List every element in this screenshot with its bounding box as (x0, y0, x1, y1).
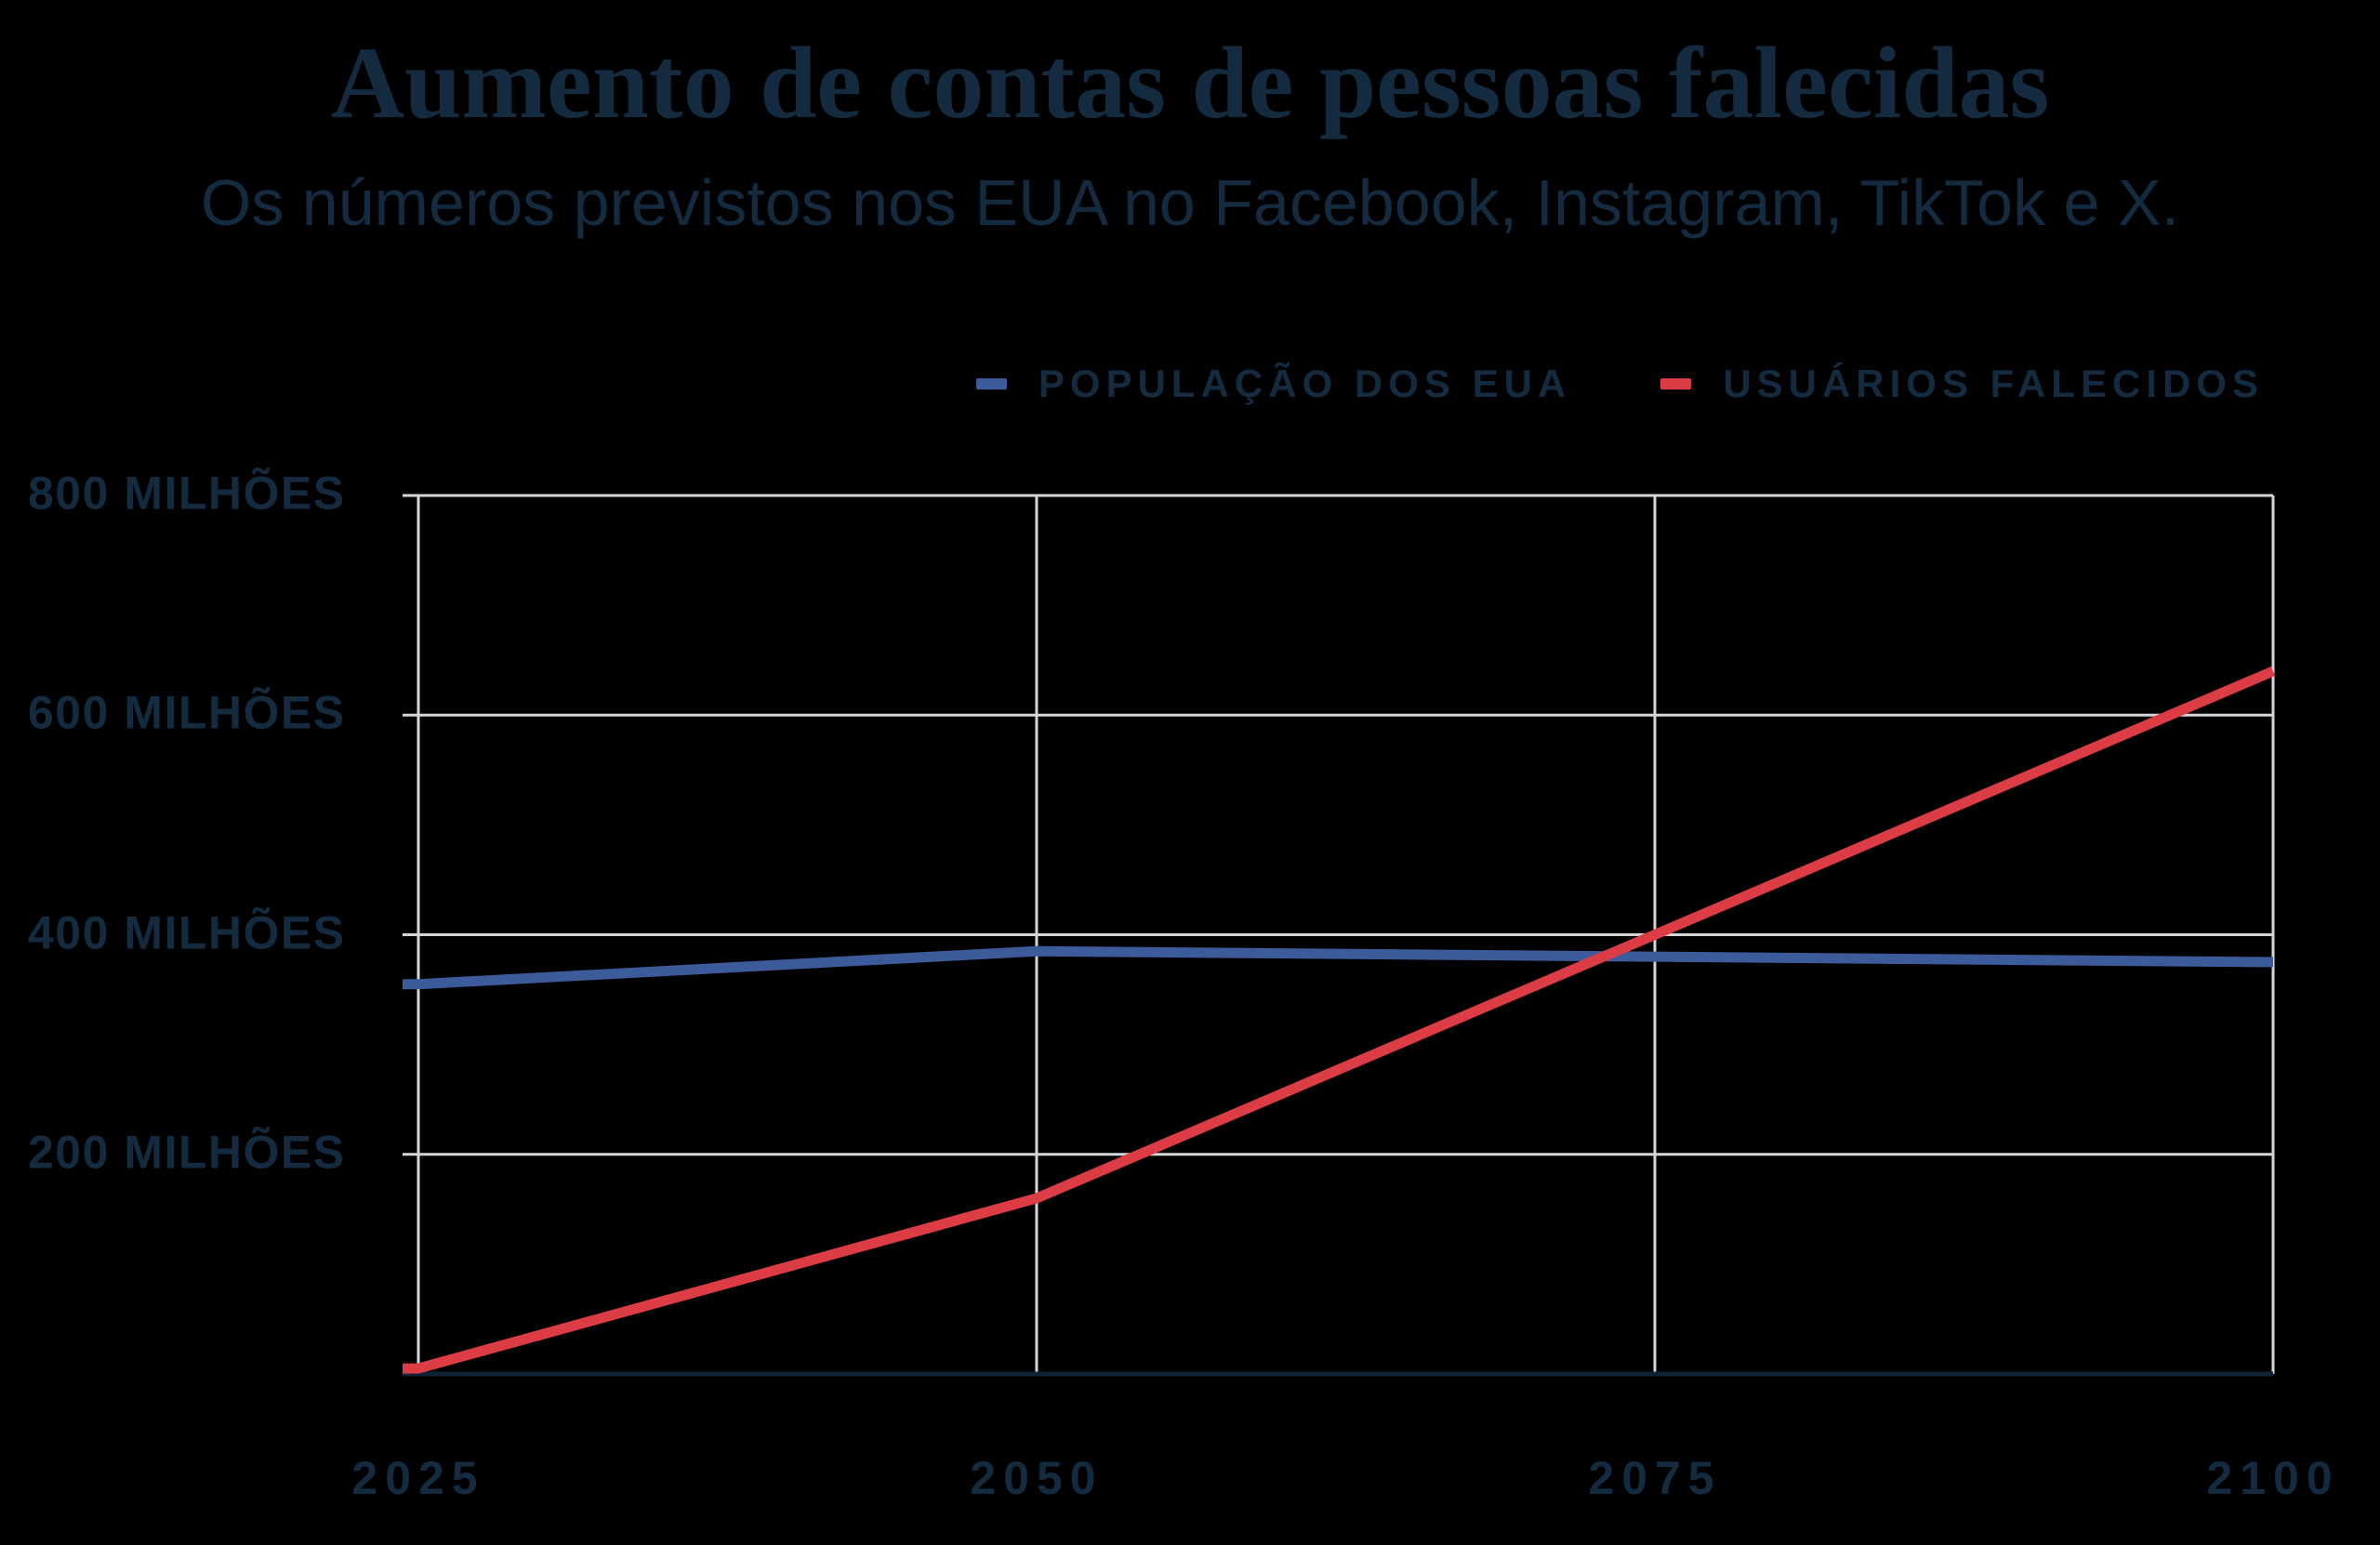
x-tick-label-2100: 2100 (2206, 1452, 2340, 1504)
chart-subtitle: Os números previstos nos EUA no Facebook… (200, 166, 2180, 239)
legend-label-populacao: POPULAÇÃO DOS EUA (1038, 362, 1572, 405)
x-tick-label-2025: 2025 (351, 1452, 485, 1504)
x-tick-label-2075: 2075 (1588, 1452, 1722, 1504)
legend-item-falecidos: USUÁRIOS FALECIDOS (1660, 364, 2264, 403)
legend-label-falecidos: USUÁRIOS FALECIDOS (1723, 362, 2264, 405)
chart-title: Aumento de contas de pessoas falecidas (330, 26, 2050, 139)
legend-item-populacao: POPULAÇÃO DOS EUA (975, 362, 1572, 405)
y-tick-label-600: 600 MILHÕES (28, 686, 346, 739)
series-line-populacao-dos-eua (403, 945, 2274, 990)
legend: POPULAÇÃO DOS EUA USUÁRIOS FALECIDOS (975, 362, 2264, 405)
series-line-usuarios-falecidos (403, 666, 2276, 1374)
legend-swatch-populacao-icon (975, 378, 1007, 390)
x-tick-label-2050: 2050 (970, 1452, 1104, 1504)
y-tick-label-200: 200 MILHÕES (28, 1126, 346, 1179)
y-tick-label-400: 400 MILHÕES (28, 906, 346, 958)
y-tick-label-800: 800 MILHÕES (28, 467, 346, 520)
legend-swatch-falecidos-icon (1660, 378, 1692, 390)
